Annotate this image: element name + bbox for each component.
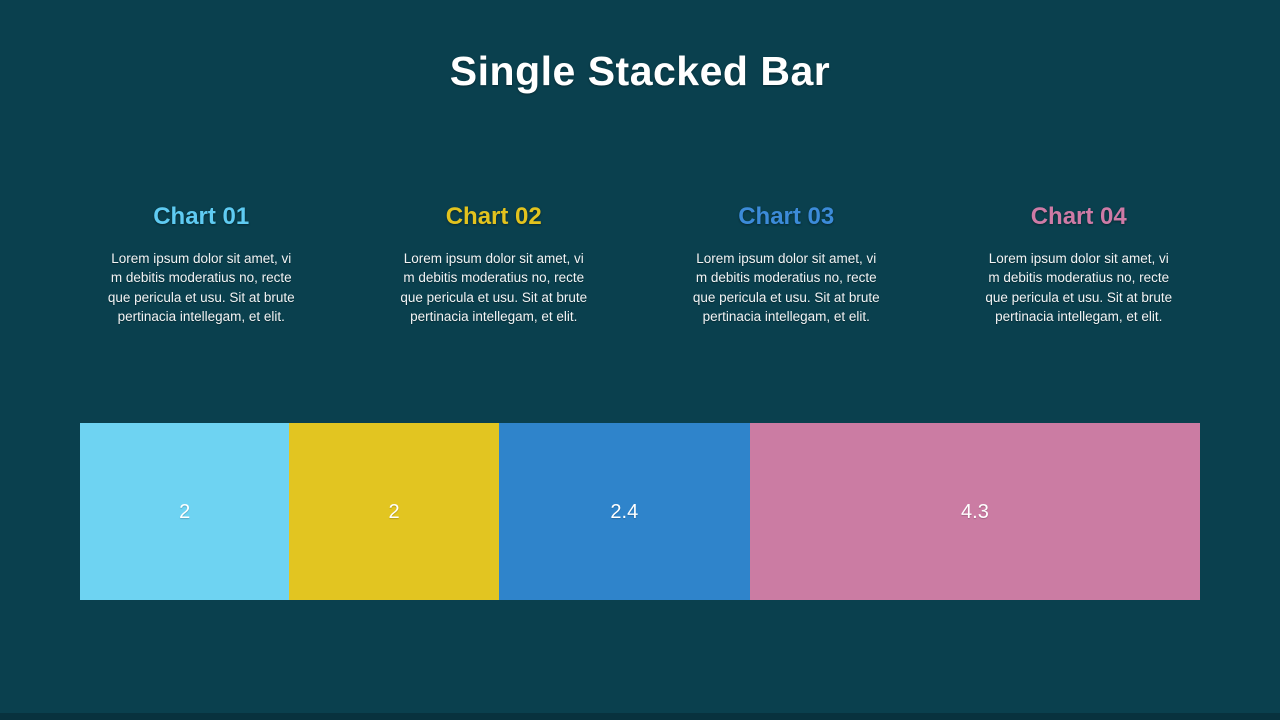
chart-03-description: Lorem ipsum dolor sit amet, vi m debitis…: [692, 250, 880, 325]
segment-value-label: 4.3: [961, 500, 989, 523]
stacked-bar: 2 2 2.4 4.3: [80, 423, 1200, 600]
chart-01-title: Chart 01: [153, 203, 250, 230]
chart-legend-columns: Chart 01 Lorem ipsum dolor sit amet, vi …: [55, 203, 1225, 327]
chart-column-2: Chart 02 Lorem ipsum dolor sit amet, vi …: [348, 203, 641, 327]
chart-04-description: Lorem ipsum dolor sit amet, vi m debitis…: [985, 250, 1173, 325]
segment-value-label: 2: [388, 500, 400, 523]
chart-column-1: Chart 01 Lorem ipsum dolor sit amet, vi …: [55, 203, 348, 327]
bar-segment-chart-03: 2.4: [498, 423, 750, 600]
page-title: Single Stacked Bar: [449, 48, 831, 94]
chart-01-description: Lorem ipsum dolor sit amet, vi m debitis…: [107, 250, 295, 325]
footer-strip: [0, 713, 1280, 720]
chart-column-4: Chart 04 Lorem ipsum dolor sit amet, vi …: [933, 203, 1226, 327]
chart-column-3: Chart 03 Lorem ipsum dolor sit amet, vi …: [640, 203, 933, 327]
bar-segment-chart-02: 2: [289, 423, 499, 600]
bar-segment-chart-01: 2: [80, 423, 290, 600]
segment-value-label: 2: [179, 500, 191, 523]
bar-segment-chart-04: 4.3: [749, 423, 1200, 600]
segment-value-label: 2.4: [610, 500, 639, 523]
chart-02-title: Chart 02: [445, 203, 542, 230]
chart-02-description: Lorem ipsum dolor sit amet, vi m debitis…: [400, 250, 588, 325]
chart-03-title: Chart 03: [738, 203, 835, 230]
chart-04-title: Chart 04: [1030, 203, 1127, 230]
